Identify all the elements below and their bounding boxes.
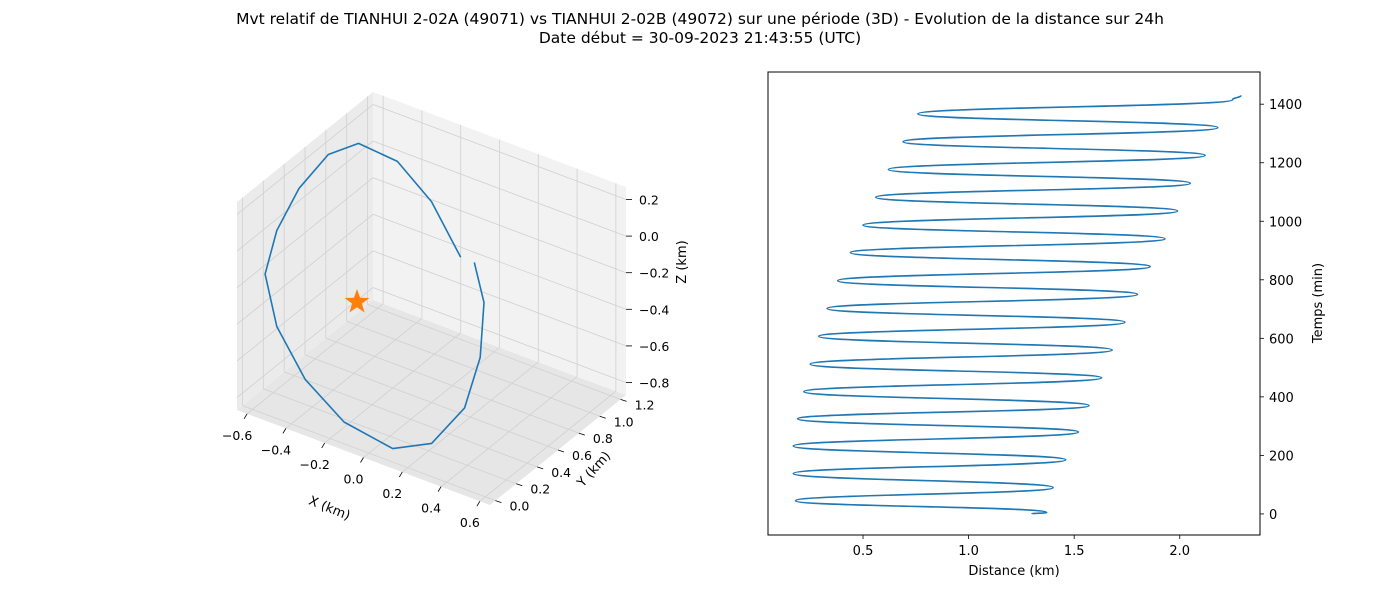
grid-y-floor (304, 354, 559, 451)
y-tick-label-2d: 1400 (1269, 98, 1302, 113)
grid-z-left (236, 140, 374, 252)
y-tick-label-2d: 800 (1269, 274, 1294, 289)
grid-z-back (372, 287, 627, 383)
x-tick-label-3d: −0.4 (261, 442, 291, 457)
grid-z-left (236, 104, 374, 215)
grid-y-floor (325, 337, 579, 434)
trajectory-3d-line (264, 142, 485, 450)
x-tick-label-3d: 0.0 (344, 472, 364, 487)
x-axis-label-2d: Distance (km) (968, 564, 1059, 579)
y-tick-3d (557, 449, 565, 453)
grid-z-left (236, 287, 374, 398)
y-tick-label-3d: 1.0 (614, 414, 634, 429)
y-tick-3d (599, 415, 606, 419)
y-tick-label-2d: 200 (1269, 449, 1294, 464)
z-tick-label-3d: −0.2 (639, 266, 669, 281)
x-tick-3d (321, 442, 326, 449)
y-tick-label-3d: 0.0 (509, 499, 529, 514)
y-tick-3d (495, 500, 502, 503)
z-tick-label-3d: 0.2 (639, 192, 659, 207)
grid-z-left (236, 213, 374, 325)
y-tick-label-2d: 600 (1269, 332, 1294, 347)
y-tick-3d (620, 399, 627, 402)
axes-3d-series (264, 142, 485, 450)
x-tick-label-2d: 1.0 (958, 544, 979, 559)
grid-y-floor (346, 320, 600, 417)
z-axis-label-3d: Z (km) (675, 240, 690, 283)
axes-2d-frame (767, 71, 1261, 536)
axes-2d-series (792, 95, 1242, 515)
z-tick-label-3d: −0.4 (639, 302, 669, 317)
grid-y-floor (242, 405, 496, 501)
z-tick-label-3d: −0.6 (639, 339, 669, 354)
grid-y-floor (367, 304, 621, 400)
axes-3d-ticks: −0.6−0.4−0.20.00.20.40.60.00.20.40.60.81… (222, 192, 669, 530)
grid-z-left (236, 250, 374, 362)
x-tick-label-2d: 1.5 (1064, 544, 1085, 559)
y-tick-3d (516, 483, 523, 487)
x-axis-label-3d: X (km) (306, 494, 352, 524)
x-tick-3d (360, 457, 364, 463)
x-tick-3d (282, 428, 287, 434)
x-tick-3d (243, 413, 248, 420)
grid-z-back (372, 177, 627, 274)
axes-2d-ticks: 0.5 1.0 1.5 2.0 0 200 400 600 800 1000 1200 1400 (853, 98, 1302, 559)
axes-2d: 0.5 1.0 1.5 2.0 0 200 400 600 800 1000 1200 1400 Di… (767, 71, 1326, 579)
x-tick-label-3d: 0.4 (421, 501, 441, 516)
y-tick-label-2d: 0 (1269, 508, 1277, 523)
y-tick-label-3d: 1.2 (635, 397, 655, 412)
x-tick-label-3d: −0.6 (222, 428, 252, 443)
figure-title-line2: Date début = 30-09-2023 21:43:55 (UTC) (538, 29, 862, 47)
grid-z-back (372, 250, 627, 347)
z-tick-label-3d: −0.8 (639, 376, 669, 391)
x-tick-3d (437, 486, 442, 492)
grid-y-floor (263, 388, 517, 485)
distance-time-line (792, 95, 1242, 515)
grid-z-back (372, 104, 627, 200)
x-tick-label-3d: 0.2 (382, 486, 402, 501)
x-tick-label-2d: 0.5 (853, 544, 874, 559)
origin-star-marker (344, 289, 370, 313)
grid-z-back (372, 140, 627, 237)
grid-z-back (372, 213, 627, 310)
grid-z-left (236, 177, 374, 289)
y-tick-label-2d: 1200 (1269, 157, 1302, 172)
y-tick-label-3d: 0.6 (572, 448, 592, 463)
x-tick-label-3d: −0.2 (300, 457, 330, 472)
y-tick-label-2d: 1000 (1269, 215, 1302, 230)
y-tick-3d (578, 432, 585, 436)
y-tick-3d (537, 466, 544, 470)
y-tick-label-3d: 0.8 (593, 431, 613, 446)
x-tick-label-3d: 0.6 (460, 515, 480, 530)
figure-title-line1: Mvt relatif de TIANHUI 2-02A (49071) vs … (236, 10, 1164, 28)
x-tick-3d (476, 500, 481, 507)
y-tick-label-3d: 0.2 (530, 482, 550, 497)
x-tick-3d (398, 471, 403, 478)
axes-3d: −0.6−0.4−0.20.00.20.40.60.00.20.40.60.81… (222, 92, 690, 530)
y-tick-label-3d: 0.4 (551, 465, 571, 480)
z-tick-label-3d: 0.0 (639, 229, 659, 244)
grid-y-floor (284, 371, 538, 468)
y-tick-label-2d: 400 (1269, 391, 1294, 406)
y-axis-label-2d: Temps (min) (1311, 263, 1326, 344)
x-tick-label-2d: 2.0 (1169, 544, 1190, 559)
